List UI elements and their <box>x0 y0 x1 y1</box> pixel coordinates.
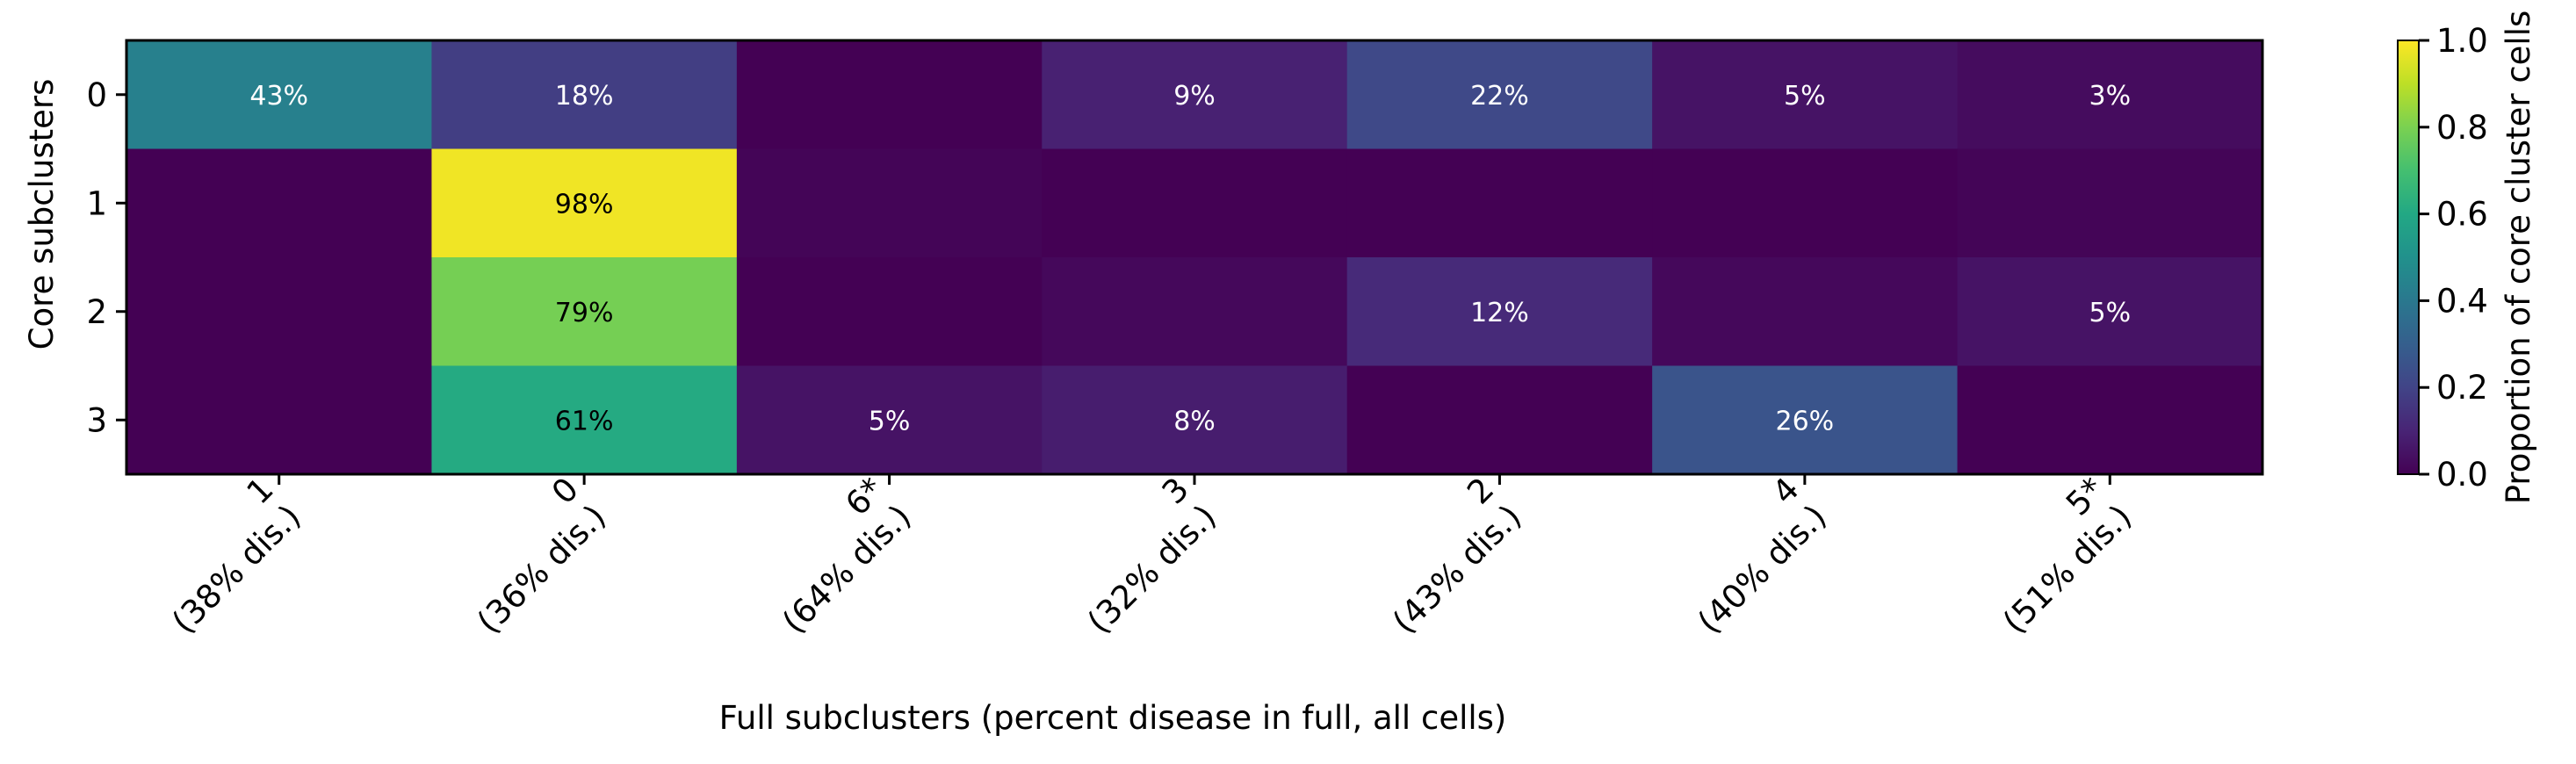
heatmap-cell <box>1346 40 1653 149</box>
cell-value-label: 3% <box>2089 81 2131 112</box>
x-tick-label: 1(38% dis.) <box>165 470 308 641</box>
heatmap-cell <box>1652 257 1959 366</box>
x-tick-label: 4(40% dis.) <box>1691 470 1834 641</box>
x-tick-label: 5*(51% dis.) <box>1995 470 2139 641</box>
heatmap-cell <box>1346 365 1653 475</box>
colorbar-tick-label: 0.0 <box>2436 456 2488 494</box>
x-tick-disease-percent: (38% dis.) <box>165 498 308 641</box>
x-tick-disease-percent: (43% dis.) <box>1385 498 1528 641</box>
heatmap-cell <box>126 40 432 149</box>
heatmap-cell <box>1042 40 1348 149</box>
x-tick-label: 2(43% dis.) <box>1385 470 1528 641</box>
y-tick-label: 1 <box>86 184 107 222</box>
x-tick-disease-percent: (36% dis.) <box>470 498 613 641</box>
cell-value-label: 79% <box>555 298 614 328</box>
heatmap-cell <box>431 148 738 258</box>
x-tick-disease-percent: (64% dis.) <box>775 498 918 641</box>
colorbar-tick-label: 0.6 <box>2436 196 2488 234</box>
heatmap-cell <box>1652 365 1959 475</box>
heatmap-cell <box>126 148 432 258</box>
colorbar-gradient <box>2397 40 2420 475</box>
y-axis-label: Core subclusters <box>23 79 61 350</box>
heatmap-cell <box>1652 40 1959 149</box>
x-tick-label: 6*(64% dis.) <box>775 470 918 641</box>
heatmap-cell <box>1042 148 1348 258</box>
heatmap-cell <box>736 40 1043 149</box>
heatmap-cells <box>126 40 2263 475</box>
x-tick-label: 0(36% dis.) <box>470 470 613 641</box>
cell-value-label: 26% <box>1776 406 1835 436</box>
heatmap-cell <box>431 257 738 366</box>
heatmap-cell <box>1957 257 2263 366</box>
heatmap-cell <box>736 365 1043 475</box>
cell-value-label: 12% <box>1470 298 1529 328</box>
cell-value-label: 98% <box>555 189 614 220</box>
colorbar-ticks: 0.0 0.2 0.4 0.6 0.8 1.0 <box>2419 22 2488 494</box>
x-tick-label: 3(32% dis.) <box>1080 470 1223 641</box>
heatmap-cell <box>126 257 432 366</box>
y-tick-label: 0 <box>86 76 107 114</box>
heatmap-cell <box>431 365 738 475</box>
heatmap-cell <box>1957 148 2263 258</box>
cell-value-label: 22% <box>1470 81 1529 112</box>
colorbar-tick-label: 0.2 <box>2436 369 2488 407</box>
heatmap-cell <box>126 365 432 475</box>
cell-value-label: 9% <box>1173 81 1216 112</box>
heatmap-cell <box>1346 257 1653 366</box>
heatmap-cell <box>1042 365 1348 475</box>
x-axis-label: Full subclusters (percent disease in ful… <box>719 699 1507 737</box>
x-tick-disease-percent: (51% dis.) <box>1995 498 2139 641</box>
heatmap-cell <box>1346 148 1653 258</box>
colorbar-tick-label: 0.4 <box>2436 282 2488 320</box>
heatmap-cell <box>736 148 1043 258</box>
colorbar-label: Proportion of core cluster cells <box>2500 11 2537 505</box>
y-axis-ticks: 0 1 2 3 <box>86 76 126 439</box>
x-tick-disease-percent: (40% dis.) <box>1691 498 1834 641</box>
colorbar: 0.0 0.2 0.4 0.6 0.8 1.0 Proportion of core cl… <box>2397 11 2537 505</box>
heatmap-cell <box>1957 365 2263 475</box>
heatmap-cell <box>1652 148 1959 258</box>
heatmap-cell <box>736 257 1043 366</box>
heatmap-cell-labels: 43% 18% 9% 22% 5% 3% 98% 79% 12% 5% 61% 5% 8% 26% <box>249 81 2131 437</box>
cell-value-label: 5% <box>869 406 911 436</box>
heatmap-cell <box>1042 257 1348 366</box>
colorbar-tick-label: 0.8 <box>2436 109 2488 147</box>
colorbar-tick-label: 1.0 <box>2436 22 2488 60</box>
cell-value-label: 61% <box>555 406 614 436</box>
cell-value-label: 18% <box>555 81 614 112</box>
cell-value-label: 8% <box>1173 406 1216 436</box>
y-tick-label: 3 <box>86 401 107 439</box>
x-tick-disease-percent: (32% dis.) <box>1080 498 1223 641</box>
cell-value-label: 5% <box>2089 298 2131 328</box>
heatmap-cell <box>431 40 738 149</box>
y-tick-label: 2 <box>86 293 107 331</box>
x-axis-ticks: 1(38% dis.) 0(36% dis.) 6*(64% dis.) 3(32% … <box>165 470 2139 641</box>
cell-value-label: 5% <box>1784 81 1826 112</box>
heatmap-cell <box>1957 40 2263 149</box>
cell-value-label: 43% <box>249 81 308 112</box>
